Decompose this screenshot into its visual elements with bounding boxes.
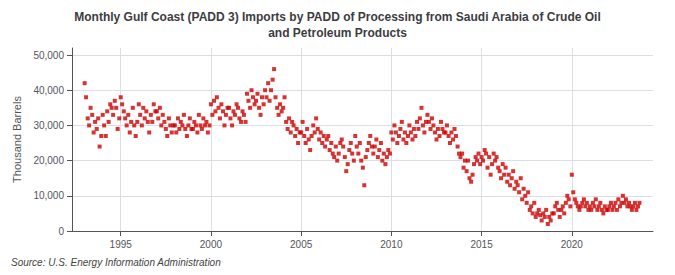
svg-text:50,000: 50,000 (33, 50, 64, 61)
svg-text:and Petroleum Products: and Petroleum Products (268, 26, 407, 40)
svg-text:0: 0 (58, 226, 64, 237)
svg-text:2005: 2005 (290, 239, 313, 250)
svg-text:1995: 1995 (110, 239, 133, 250)
svg-text:10,000: 10,000 (33, 190, 64, 201)
svg-text:Source: U.S. Energy Informatio: Source: U.S. Energy Information Administ… (11, 257, 221, 268)
svg-text:30,000: 30,000 (33, 120, 64, 131)
svg-text:2000: 2000 (200, 239, 223, 250)
svg-text:2010: 2010 (380, 239, 403, 250)
svg-text:40,000: 40,000 (33, 85, 64, 96)
svg-text:Monthly Gulf Coast (PADD 3) Im: Monthly Gulf Coast (PADD 3) Imports by P… (74, 10, 601, 24)
svg-text:20,000: 20,000 (33, 155, 64, 166)
svg-text:2020: 2020 (561, 239, 584, 250)
svg-text:Thousand Barrels: Thousand Barrels (11, 96, 23, 183)
svg-text:2015: 2015 (470, 239, 493, 250)
